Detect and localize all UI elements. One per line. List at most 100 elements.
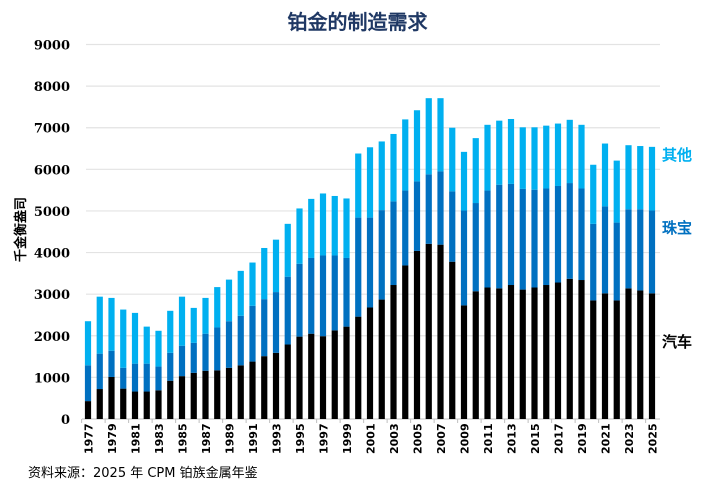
bar-jewelry-2003 bbox=[390, 201, 397, 286]
bar-other-1985 bbox=[178, 296, 186, 346]
bar-other-2000 bbox=[355, 153, 362, 218]
bar-auto-2019 bbox=[578, 280, 585, 419]
bar-other-1998 bbox=[331, 195, 338, 256]
bar-auto-1998 bbox=[331, 330, 338, 419]
bar-jewelry-1988 bbox=[214, 327, 221, 371]
bar-auto-1983 bbox=[155, 390, 162, 419]
bar-auto-1991 bbox=[249, 361, 256, 419]
bar-jewelry-1998 bbox=[331, 255, 338, 331]
bar-jewelry-2010 bbox=[472, 203, 479, 292]
series-label-jewelry: 珠宝 bbox=[662, 219, 692, 237]
bar-jewelry-2023 bbox=[625, 209, 632, 289]
bar-jewelry-1994 bbox=[284, 276, 291, 345]
bar-auto-1989 bbox=[225, 367, 233, 419]
bar-auto-1981 bbox=[131, 391, 139, 419]
x-tick-label: 1981 bbox=[130, 423, 143, 454]
bar-auto-2013 bbox=[507, 285, 515, 419]
bar-jewelry-1997 bbox=[319, 255, 327, 337]
bar-jewelry-1986 bbox=[190, 342, 197, 373]
bar-other-2010 bbox=[472, 138, 479, 204]
bar-auto-2021 bbox=[601, 293, 609, 419]
bar-other-1988 bbox=[214, 287, 221, 328]
bar-jewelry-2022 bbox=[613, 222, 620, 301]
bar-other-2005 bbox=[413, 110, 421, 182]
bar-jewelry-1981 bbox=[131, 363, 139, 392]
x-tick-label: 2025 bbox=[647, 423, 660, 454]
bar-auto-2008 bbox=[449, 261, 456, 419]
bar-auto-2012 bbox=[496, 288, 503, 419]
bar-jewelry-1996 bbox=[308, 257, 315, 334]
bar-other-2011 bbox=[484, 124, 491, 191]
bar-auto-2020 bbox=[590, 300, 597, 419]
bar-auto-1999 bbox=[343, 326, 350, 419]
bar-auto-1985 bbox=[178, 376, 186, 419]
bar-other-1984 bbox=[167, 310, 174, 353]
bar-auto-1980 bbox=[120, 388, 127, 419]
x-tick-label: 1979 bbox=[106, 423, 119, 454]
bar-auto-2023 bbox=[625, 288, 632, 419]
y-tick-label: 1000 bbox=[34, 371, 70, 386]
bar-auto-2016 bbox=[543, 285, 550, 419]
x-tick-label: 2007 bbox=[435, 423, 448, 454]
bar-auto-1986 bbox=[190, 372, 197, 419]
bar-auto-1984 bbox=[167, 380, 174, 419]
bar-other-2019 bbox=[578, 124, 585, 189]
bar-other-2020 bbox=[590, 164, 597, 224]
x-tick-label: 2015 bbox=[529, 423, 542, 454]
x-tick-label: 1985 bbox=[177, 423, 190, 454]
bar-other-1999 bbox=[343, 198, 350, 258]
bar-jewelry-2017 bbox=[554, 185, 562, 283]
bar-other-2003 bbox=[390, 133, 397, 202]
bar-jewelry-1993 bbox=[272, 292, 280, 353]
bar-auto-1982 bbox=[143, 391, 150, 419]
bar-auto-2017 bbox=[554, 282, 562, 419]
bar-auto-2018 bbox=[566, 278, 573, 419]
y-tick-label: 4000 bbox=[34, 247, 70, 262]
bar-other-2004 bbox=[402, 119, 409, 191]
bar-auto-1977 bbox=[84, 401, 92, 419]
y-tick-label: 9000 bbox=[34, 39, 70, 54]
bar-other-1994 bbox=[284, 223, 291, 277]
bar-auto-1996 bbox=[308, 333, 315, 419]
x-tick-label: 2001 bbox=[365, 423, 378, 454]
bar-other-2002 bbox=[378, 141, 385, 211]
bar-auto-1995 bbox=[296, 336, 303, 419]
bar-jewelry-2021 bbox=[601, 206, 609, 294]
bar-jewelry-1983 bbox=[155, 366, 162, 391]
bar-jewelry-1985 bbox=[178, 345, 186, 377]
bar-jewelry-1995 bbox=[296, 263, 303, 337]
bar-jewelry-2012 bbox=[496, 184, 503, 289]
bar-other-2012 bbox=[496, 120, 503, 185]
bar-other-2016 bbox=[543, 125, 550, 189]
bar-other-1978 bbox=[96, 296, 103, 354]
bar-other-1977 bbox=[84, 321, 92, 366]
x-tick-label: 1983 bbox=[153, 423, 166, 454]
bar-other-2008 bbox=[449, 127, 456, 192]
chart-title: 铂金的制造需求 bbox=[287, 10, 428, 34]
bar-auto-2004 bbox=[402, 265, 409, 419]
bar-other-1990 bbox=[237, 270, 244, 316]
bar-jewelry-2007 bbox=[437, 171, 444, 245]
bar-other-2025 bbox=[648, 146, 656, 211]
x-tick-label: 2017 bbox=[553, 423, 566, 454]
x-tick-label: 1999 bbox=[341, 423, 354, 454]
bar-jewelry-1992 bbox=[261, 299, 268, 357]
bar-auto-1993 bbox=[272, 352, 280, 419]
bar-auto-2015 bbox=[531, 287, 538, 419]
x-tick-label: 2023 bbox=[623, 423, 636, 454]
x-tick-label: 2011 bbox=[482, 423, 495, 454]
x-tick-label: 1993 bbox=[271, 423, 284, 454]
bar-other-2023 bbox=[625, 145, 632, 210]
bar-jewelry-2016 bbox=[543, 188, 550, 286]
bar-jewelry-2001 bbox=[366, 217, 374, 308]
bar-other-1986 bbox=[190, 307, 197, 343]
y-tick-label: 3000 bbox=[34, 288, 70, 303]
x-tick-label: 2021 bbox=[600, 423, 613, 454]
bar-auto-1990 bbox=[237, 365, 244, 419]
bar-jewelry-2019 bbox=[578, 188, 585, 281]
bar-other-2022 bbox=[613, 160, 620, 223]
bar-other-2017 bbox=[554, 123, 562, 186]
bar-jewelry-2005 bbox=[413, 181, 421, 251]
bar-jewelry-2018 bbox=[566, 183, 573, 279]
x-tick-label: 2003 bbox=[388, 423, 401, 454]
